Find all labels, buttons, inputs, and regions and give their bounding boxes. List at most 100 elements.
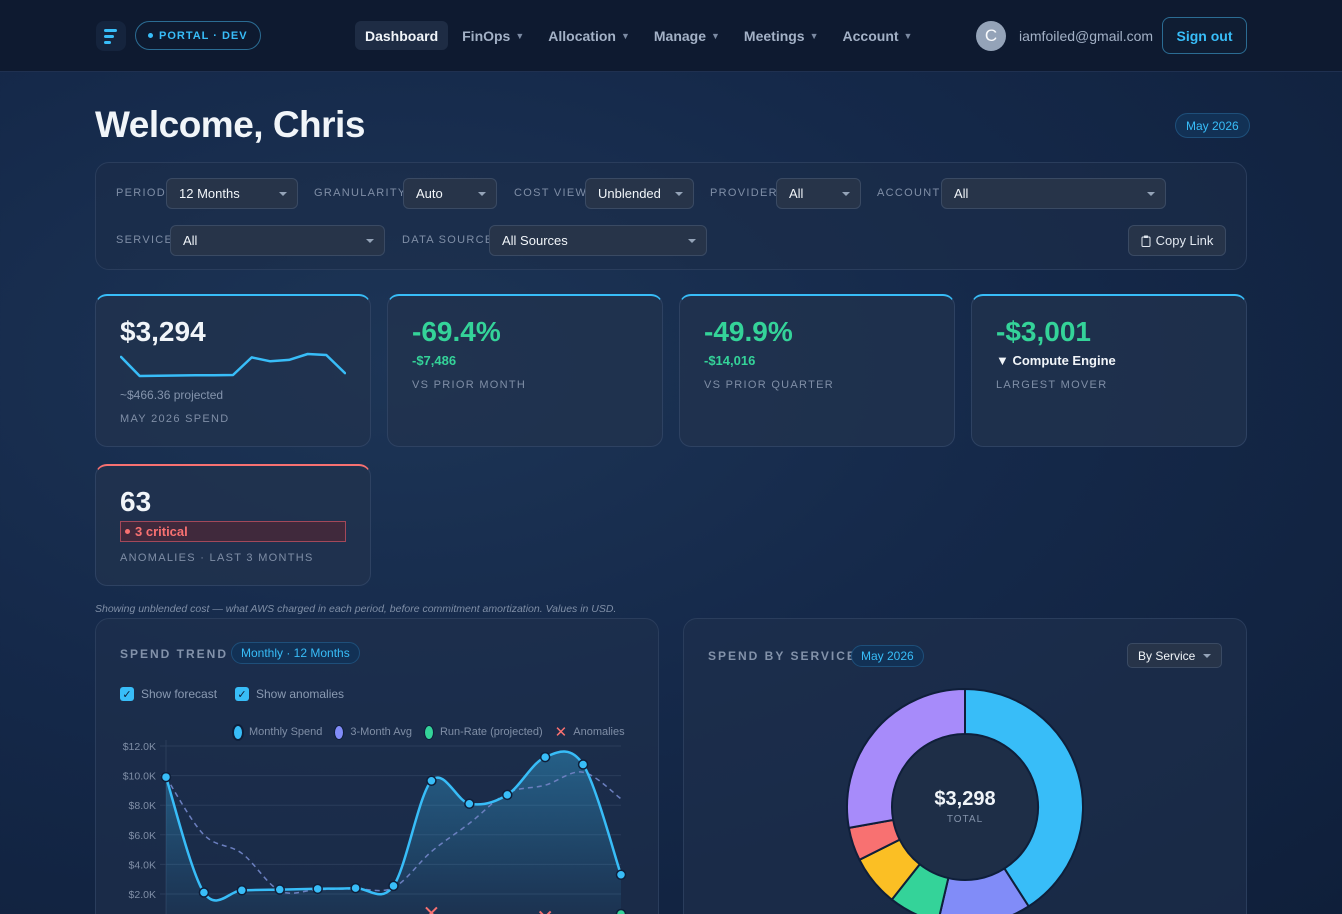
spend-trend-title: SPEND TREND [120,647,229,661]
provider-select[interactable]: All [776,178,861,209]
data-point[interactable] [502,789,513,801]
kpi-card-largest-mover: -$3,001 ▼ Compute Engine LARGEST MOVER [971,294,1247,447]
legend-item-3-month-avg[interactable]: 3-Month Avg [334,724,412,740]
legend-item-monthly-spend[interactable]: Monthly Spend [233,724,323,740]
nav-label: Account [842,27,899,44]
data-point[interactable] [312,883,323,895]
sign-out-button[interactable]: Sign out [1162,17,1247,54]
account-select[interactable]: All [941,178,1166,209]
vs-month-delta: -$7,486 [412,353,457,368]
data-point[interactable] [160,771,172,783]
legend-label: Run-Rate (projected) [439,726,543,738]
status-dot-icon [148,33,153,38]
service-period-pill: May 2026 [851,645,924,667]
data-point[interactable] [274,884,285,895]
copy-link-label: Copy Link [1155,233,1214,248]
y-tick-label: $4.0K [129,859,156,871]
data-point[interactable] [236,885,248,896]
spend-sparkline [120,352,346,378]
show-anomalies-checkbox[interactable]: ✓ Show anomalies [235,687,344,701]
spend-label: MAY 2026 SPEND [120,413,230,425]
anomaly-marker[interactable] [425,906,438,914]
kpi-card-anomalies[interactable]: 63 3 critical ANOMALIES · LAST 3 MONTHS [95,464,371,586]
critical-dot-icon [125,529,130,534]
cost-view-label: COST VIEW [514,187,588,199]
granularity-label: GRANULARITY [314,187,407,199]
nav-label: Manage [653,27,706,44]
chevron-down-icon [366,239,374,243]
period-select[interactable]: 12 Months [166,178,298,209]
account-label: ACCOUNT [877,187,941,199]
donut-total-value: $3,298 [934,788,995,810]
run-rate-point[interactable] [615,908,627,914]
anomaly-marker[interactable] [538,910,552,914]
legend-item-run-rate[interactable]: Run-Rate (projected) [423,724,543,740]
checkbox-label: Show anomalies [256,687,345,701]
user-email: iamfoiled@gmail.com [1019,28,1154,44]
spend-area [166,751,621,914]
nav-item-finops[interactable]: FinOps ▼ [452,21,534,50]
legend-label: Monthly Spend [249,726,323,738]
checkmark-icon: ✓ [235,687,249,701]
granularity-select[interactable]: Auto [403,178,497,209]
data-point[interactable] [577,759,589,770]
y-tick-label: $12.0K [123,741,156,753]
select-value: Auto [416,186,443,201]
spend-by-service-title: SPEND BY SERVICE [708,649,857,663]
nav-item-allocation[interactable]: Allocation ▼ [538,21,640,50]
select-value: Unblended [598,186,661,201]
nav-label: Meetings [743,27,805,44]
data-point[interactable] [464,798,475,809]
data-point[interactable] [426,775,437,787]
period-badge: May 2026 [1175,113,1250,138]
data-point[interactable] [350,882,361,894]
nav-label: Allocation [548,27,616,44]
caret-down-icon: ▼ [711,30,720,41]
top-navbar: PORTAL · DEV Dashboard FinOps ▼ Allocatio… [0,0,1342,72]
x-mark-icon: ✕ [554,724,568,741]
data-point[interactable] [615,869,627,881]
breakdown-select[interactable]: By Service [1127,643,1222,668]
data-point[interactable] [198,887,210,898]
cost-view-select[interactable]: Unblended [585,178,694,209]
select-value: All [789,186,804,201]
caret-down-icon: ▼ [903,30,913,41]
nav-item-meetings[interactable]: Meetings ▼ [734,21,829,50]
donut-slice[interactable] [964,687,1084,908]
data-point[interactable] [539,751,551,763]
chevron-down-icon [279,192,287,196]
data-source-select[interactable]: All Sources [489,225,707,256]
kpi-card-vs-month: -69.4% -$7,486 VS PRIOR MONTH [387,294,663,447]
nav-item-account[interactable]: Account ▼ [833,21,923,50]
caret-down-icon: ▼ [809,30,819,41]
vs-quarter-value: -49.9% [704,316,793,347]
nav-item-manage[interactable]: Manage ▼ [644,21,730,50]
nav-item-dashboard[interactable]: Dashboard [355,21,449,50]
page-title: Welcome, Chris [95,104,365,145]
kpi-card-vs-quarter: -49.9% -$14,016 VS PRIOR QUARTER [679,294,955,447]
trend-granularity-pill: Monthly · 12 Months [231,642,360,664]
show-forecast-checkbox[interactable]: ✓ Show forecast [120,687,217,701]
logo-icon[interactable] [96,21,126,51]
vs-month-value: -69.4% [412,316,501,347]
caret-down-icon: ▼ [515,30,525,41]
donut-slice[interactable] [938,867,1031,914]
y-tick-label: $10.0K [123,771,156,783]
y-tick-label: $6.0K [129,830,156,842]
chevron-down-icon [688,239,696,243]
copy-link-button[interactable]: Copy Link [1128,225,1226,256]
service-select[interactable]: All [170,225,385,256]
select-value: All [954,186,969,201]
data-source-label: DATA SOURCE [402,234,494,246]
provider-label: PROVIDER [710,187,778,199]
chevron-down-icon [1147,192,1155,196]
critical-badge: 3 critical [120,521,346,542]
legend-item-anomalies[interactable]: ✕ Anomalies [555,723,625,741]
y-tick-label: $8.0K [129,800,156,812]
avatar[interactable]: C [976,21,1006,51]
data-point[interactable] [388,880,399,892]
environment-label: PORTAL · DEV [159,29,248,42]
donut-slice[interactable] [846,687,966,830]
